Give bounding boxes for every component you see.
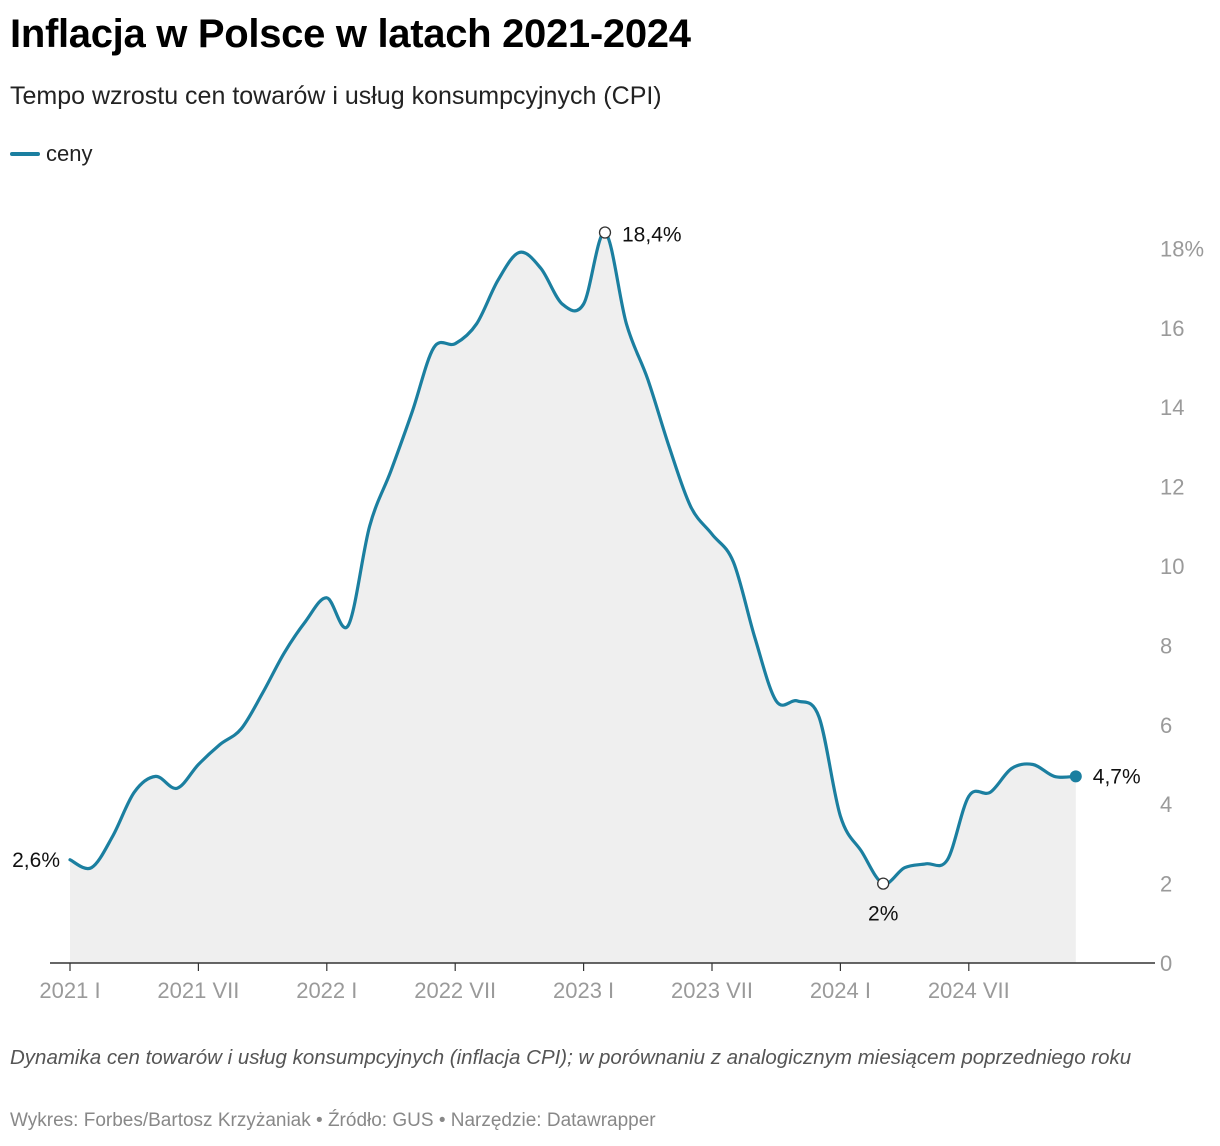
area-fill xyxy=(70,232,1076,964)
chart-credits: Wykres: Forbes/Bartosz Krzyżaniak • Źród… xyxy=(10,1110,656,1131)
chart-note: Dynamika cen towarów i usług konsumpcyjn… xyxy=(10,1046,1132,1069)
series-line xyxy=(68,230,1078,886)
x-tick-label: 2022 VII xyxy=(414,978,496,1003)
legend-label: ceny xyxy=(46,141,93,166)
annotation-label: 18,4% xyxy=(622,224,682,247)
chart-title: Inflacja w Polsce w latach 2021-2024 xyxy=(10,12,691,56)
y-tick-label: 8 xyxy=(1160,633,1172,658)
y-tick-label: 4 xyxy=(1160,792,1172,817)
x-tick-label: 2021 VII xyxy=(157,978,239,1003)
x-tick-label: 2022 I xyxy=(296,978,357,1003)
x-tick-label: 2023 VII xyxy=(671,978,753,1003)
annotation-label: 4,7% xyxy=(1093,765,1141,788)
y-tick-label: 0 xyxy=(1160,951,1172,976)
y-tick-label: 16 xyxy=(1160,316,1184,341)
y-tick-label: 6 xyxy=(1160,713,1172,738)
annotation-marker xyxy=(1069,770,1082,783)
line-chart: 2021 I 2021 VII 2022 I 2022 VII 2023 I 2023 V… xyxy=(12,224,1204,1003)
y-tick-label: 12 xyxy=(1160,475,1184,500)
x-tick-label: 2021 I xyxy=(39,978,100,1003)
chart-subtitle: Tempo wzrostu cen towarów i usług konsum… xyxy=(10,82,662,110)
annotation-label: 2,6% xyxy=(12,849,60,872)
annotation-marker xyxy=(598,226,612,239)
x-tick-label: 2023 I xyxy=(553,978,614,1003)
annotation-marker xyxy=(877,877,890,890)
y-tick-label: 2 xyxy=(1160,872,1172,897)
legend: ceny xyxy=(10,141,92,167)
y-tick-label: 10 xyxy=(1160,554,1184,579)
y-tick-label: 18% xyxy=(1160,236,1204,261)
legend-swatch xyxy=(10,152,40,156)
x-tick-label: 2024 VII xyxy=(928,978,1010,1003)
x-tick-label: 2024 I xyxy=(810,978,871,1003)
y-tick-label: 14 xyxy=(1160,395,1184,420)
annotation-label: 2% xyxy=(868,903,898,926)
